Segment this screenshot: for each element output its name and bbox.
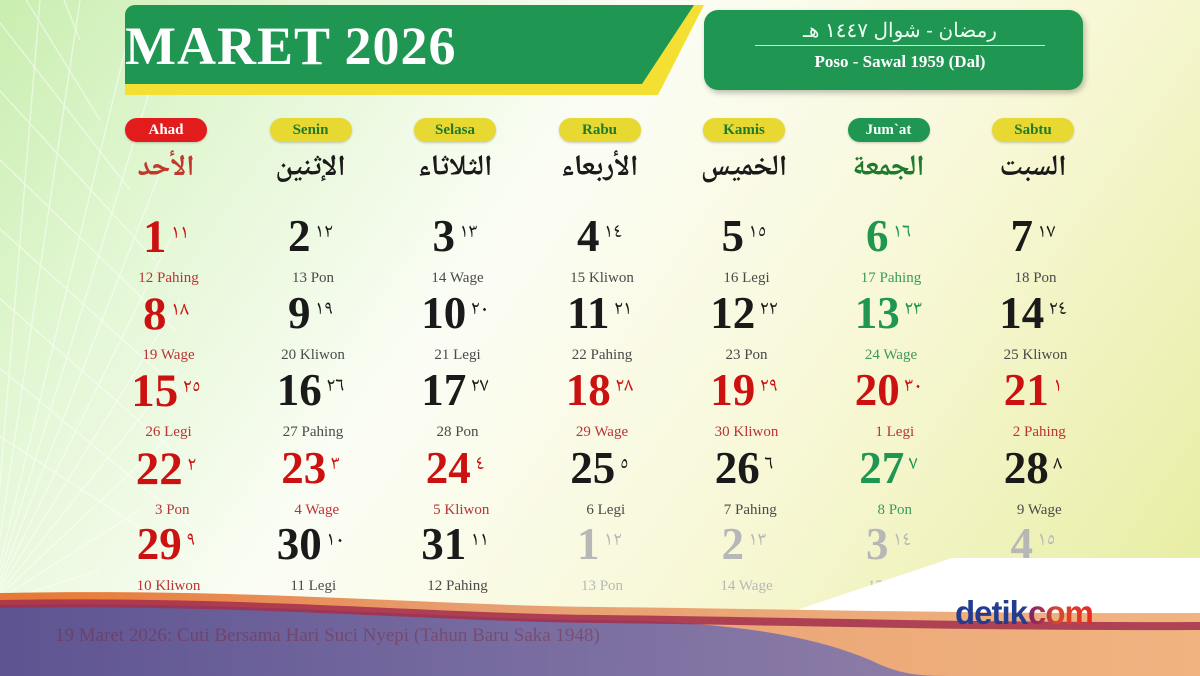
svg-text:com: com	[1028, 594, 1093, 631]
svg-text:detik: detik	[955, 594, 1029, 631]
